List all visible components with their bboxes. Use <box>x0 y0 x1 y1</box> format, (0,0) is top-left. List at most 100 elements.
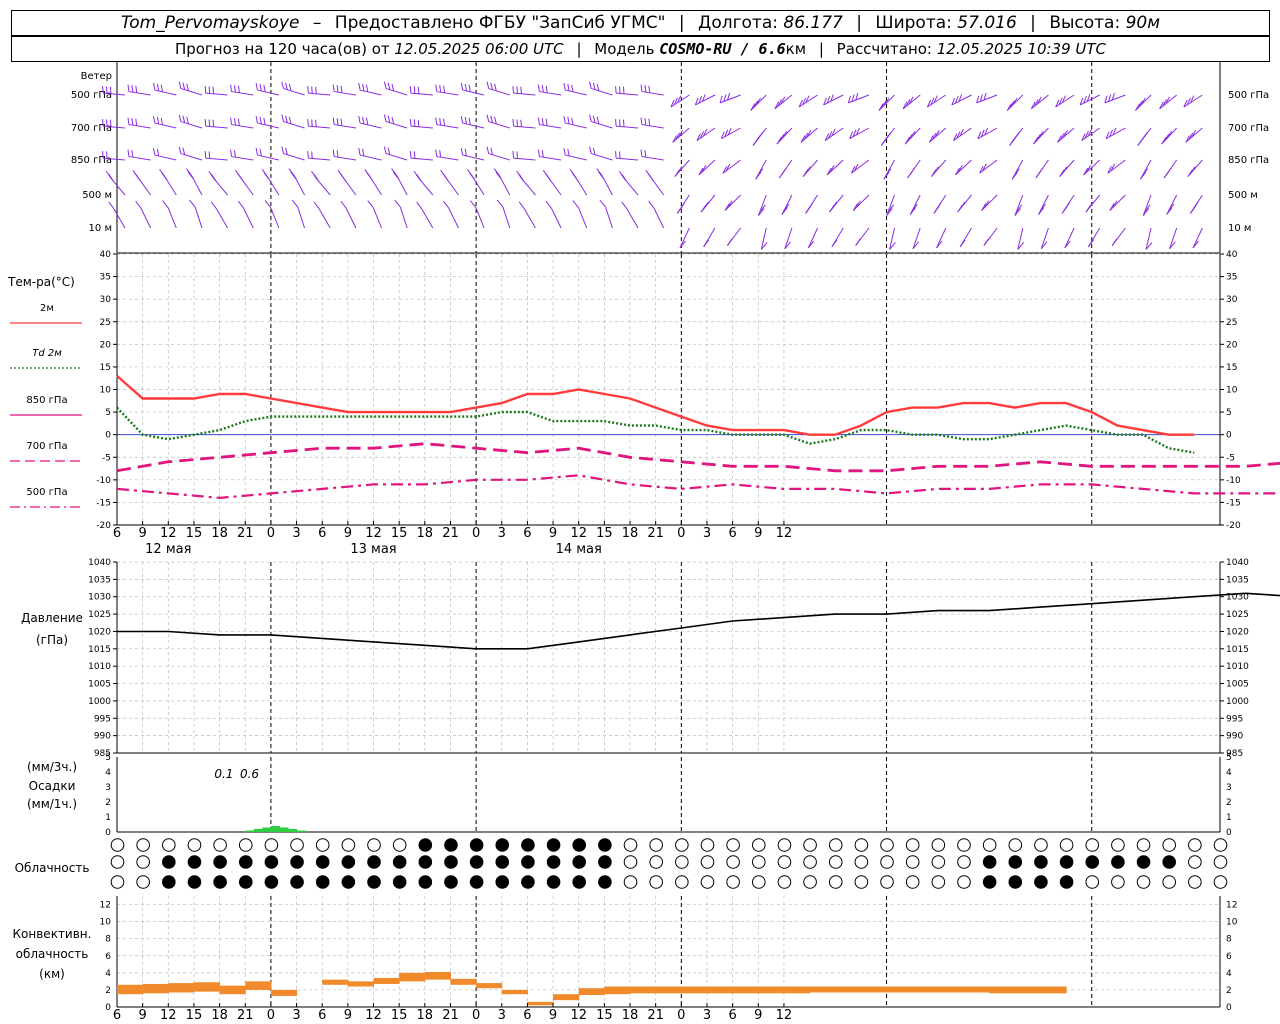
wind-barb-feather <box>307 151 309 159</box>
cloud-cover-symbol <box>649 875 663 889</box>
wind-barb-feather <box>490 82 494 90</box>
cloud-cover-symbol <box>675 838 689 852</box>
wind-barb-feather <box>237 85 240 93</box>
wind-barb-feather <box>957 165 963 173</box>
wind-barb-feather <box>435 117 438 125</box>
wind-barb <box>488 88 510 96</box>
wind-barb-feather <box>460 115 464 124</box>
wind-barb-feather <box>977 131 982 139</box>
temp-time-axis-tick-label: 18 <box>417 526 434 541</box>
wind-barb-feather <box>572 200 579 208</box>
wind-barb <box>1135 94 1152 111</box>
wind-barb-feather <box>340 200 347 209</box>
wind-barb-feather <box>383 81 387 89</box>
wind-barb-feather <box>571 84 574 92</box>
wind-barb <box>550 208 562 229</box>
conv-cloud-bar <box>501 989 528 995</box>
wind-barb-feather <box>982 163 987 172</box>
wind-barb <box>928 127 947 143</box>
wind-barb-feather <box>131 150 134 158</box>
temp-time-axis-tick-label: 6 <box>523 526 531 541</box>
temp-series-line <box>116 442 1280 473</box>
cloud-cover-symbol <box>546 875 561 889</box>
conv-cloud-bar <box>886 986 913 993</box>
wind-barb-feather <box>727 127 732 136</box>
temp-time-axis-tick-label: 3 <box>292 526 300 541</box>
wind-barb <box>1059 159 1075 177</box>
wind-barb-feather <box>102 86 104 94</box>
cloud-cover-symbol <box>238 855 253 869</box>
wind-level-left: 850 гПа <box>71 155 112 166</box>
wind-barb-feather <box>983 92 987 101</box>
wind-barb-feather <box>358 82 361 91</box>
wind-barb-feather <box>1192 202 1198 211</box>
cloud-cover-symbol <box>1059 855 1074 869</box>
temperature-panel: 40 40 35 35 30 30 25 25 20 20 15 15 10 10 5 5 0 0 -5 -5 -10 -… <box>7 250 1280 531</box>
wind-barb-feather <box>230 149 233 157</box>
wind-barb-feather <box>285 82 288 90</box>
wind-barb <box>931 159 947 177</box>
cloud-cover-symbol <box>1085 838 1100 852</box>
temp-time-axis-tick-label: 15 <box>186 526 203 541</box>
wind-barb-feather <box>313 173 320 182</box>
wind-barb-feather <box>674 169 680 177</box>
wind-barb <box>1166 194 1178 215</box>
wind-barb-feather <box>1017 242 1025 250</box>
cloud-cover-symbol <box>931 855 946 869</box>
wind-barb-feather <box>622 119 625 127</box>
wind-barb-feather <box>780 96 786 105</box>
wind-barb-feather <box>670 99 675 108</box>
conv-tick-label-right: 12 <box>1226 901 1237 911</box>
wind-barb-feather <box>983 238 990 246</box>
cloud-cover-symbol <box>469 875 484 889</box>
wind-barb <box>565 89 587 96</box>
wind-barb <box>410 92 433 96</box>
cloud-cover-symbol <box>1188 855 1202 869</box>
wind-barb-feather <box>496 199 504 208</box>
cloud-cover-symbol <box>418 875 433 889</box>
wind-barb <box>231 91 254 96</box>
wind-barb-feather <box>332 117 335 125</box>
temp-tick-label-left: -5 <box>102 453 111 463</box>
wind-barb-feather <box>883 171 890 180</box>
wind-barb-feather <box>1159 101 1164 110</box>
wind-barb <box>886 194 896 216</box>
wind-barb <box>936 227 947 249</box>
cloud-cover-symbol <box>213 875 227 889</box>
wind-barb-feather <box>1079 97 1084 106</box>
temp-time-axis-tick-label: 12 <box>365 526 382 541</box>
wind-barb-feather <box>409 119 412 127</box>
wind-barb-feather <box>935 202 942 211</box>
wind-barb-feather <box>1086 94 1091 102</box>
wind-barb <box>448 208 459 229</box>
temp-tick-label-right: 0 <box>1226 431 1232 441</box>
wind-barb-feather <box>263 117 266 125</box>
wind-barb <box>1014 194 1024 216</box>
wind-barb-feather <box>336 150 339 158</box>
cloud-cover-symbol <box>367 838 381 852</box>
wind-barb <box>231 156 254 161</box>
conv-cloud-bar <box>245 981 272 990</box>
wind-barb-feather <box>1144 204 1151 213</box>
cloud-cover-symbol <box>828 875 843 889</box>
wind-barb-feather <box>315 86 317 94</box>
wind-barb-feather <box>413 119 416 127</box>
cloud-cover-symbol <box>1136 875 1151 889</box>
precip-tick-label-right: 1 <box>1226 813 1232 823</box>
bottom-time-axis-tick-label: 15 <box>186 1008 203 1023</box>
cloud-cover-symbol <box>418 838 433 852</box>
wind-barb-feather <box>571 172 578 180</box>
temp-tick-label-right: 35 <box>1226 273 1237 283</box>
wind-barb <box>774 94 793 110</box>
conv-tick-label-right: 8 <box>1226 935 1232 945</box>
wind-barb-feather <box>442 173 449 181</box>
wind-barb-feather <box>285 147 288 155</box>
pres-tick-label-right: 990 <box>1226 732 1243 742</box>
wind-barb-feather <box>854 163 859 172</box>
cloud-cover-symbol <box>1213 855 1228 869</box>
wind-barb-feather <box>1037 167 1044 176</box>
model-label: Модель <box>594 40 655 58</box>
wind-barb-feather <box>567 148 570 157</box>
cloud-cover-symbol <box>110 875 125 889</box>
wind-barb-feather <box>926 99 932 108</box>
